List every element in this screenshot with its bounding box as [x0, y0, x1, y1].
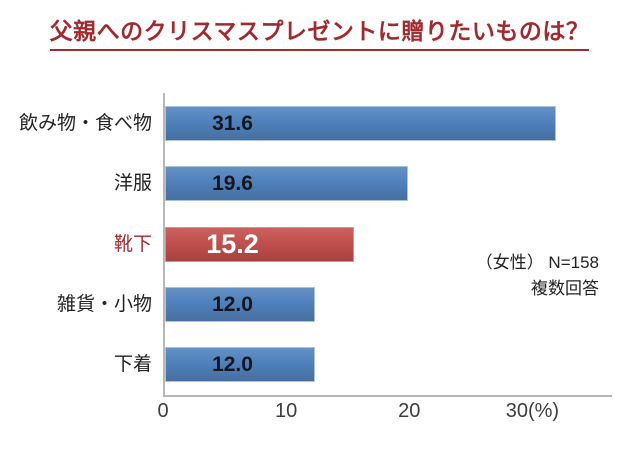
value-label: 12.0 — [212, 292, 253, 316]
value-label: 12.0 — [212, 353, 253, 377]
x-axis: 0 10 20 30(%) — [157, 400, 610, 430]
chart-title-wrap: 父親へのクリスマスプレゼントに贈りたいものは？ — [0, 12, 639, 51]
value-label: 19.6 — [212, 172, 253, 196]
annotation-line2: 複数回答 — [531, 278, 599, 298]
annotation-line1: （女性） N=158 — [475, 253, 599, 272]
bar-row-highlighted: 靴下 15.2 — [114, 226, 612, 262]
bar — [165, 105, 557, 141]
category-label: 雑貨・小物 — [56, 293, 152, 315]
sample-annotation: （女性） N=158 複数回答 — [476, 250, 599, 301]
value-label: 15.2 — [206, 228, 259, 259]
x-tick-label: 30(%) — [505, 400, 560, 422]
bar — [165, 166, 409, 202]
category-label: 洋服 — [113, 173, 152, 195]
bar-row: 下着 12.0 — [114, 347, 612, 383]
bar-row: 雑貨・小物 12.0 — [57, 286, 612, 322]
x-tick-label: 10 — [275, 400, 298, 422]
bar — [165, 226, 355, 262]
x-tick-label: 0 — [157, 400, 169, 422]
bar — [165, 286, 315, 322]
chart-title: 父親へのクリスマスプレゼントに贈りたいものは？ — [49, 12, 590, 51]
category-label: 下着 — [113, 354, 152, 376]
x-tick-label: 20 — [398, 400, 421, 422]
bar-row: 飲み物・食べ物 31.6 — [19, 105, 612, 141]
category-label: 靴下 — [113, 233, 152, 255]
bar-row: 洋服 19.6 — [114, 166, 612, 202]
value-label: 31.6 — [212, 111, 253, 135]
category-label: 飲み物・食べ物 — [18, 112, 152, 134]
plot-area: 飲み物・食べ物 31.6 洋服 19.6 靴下 15.2 雑貨・小物 12.0 … — [19, 93, 612, 397]
bar — [165, 347, 315, 383]
